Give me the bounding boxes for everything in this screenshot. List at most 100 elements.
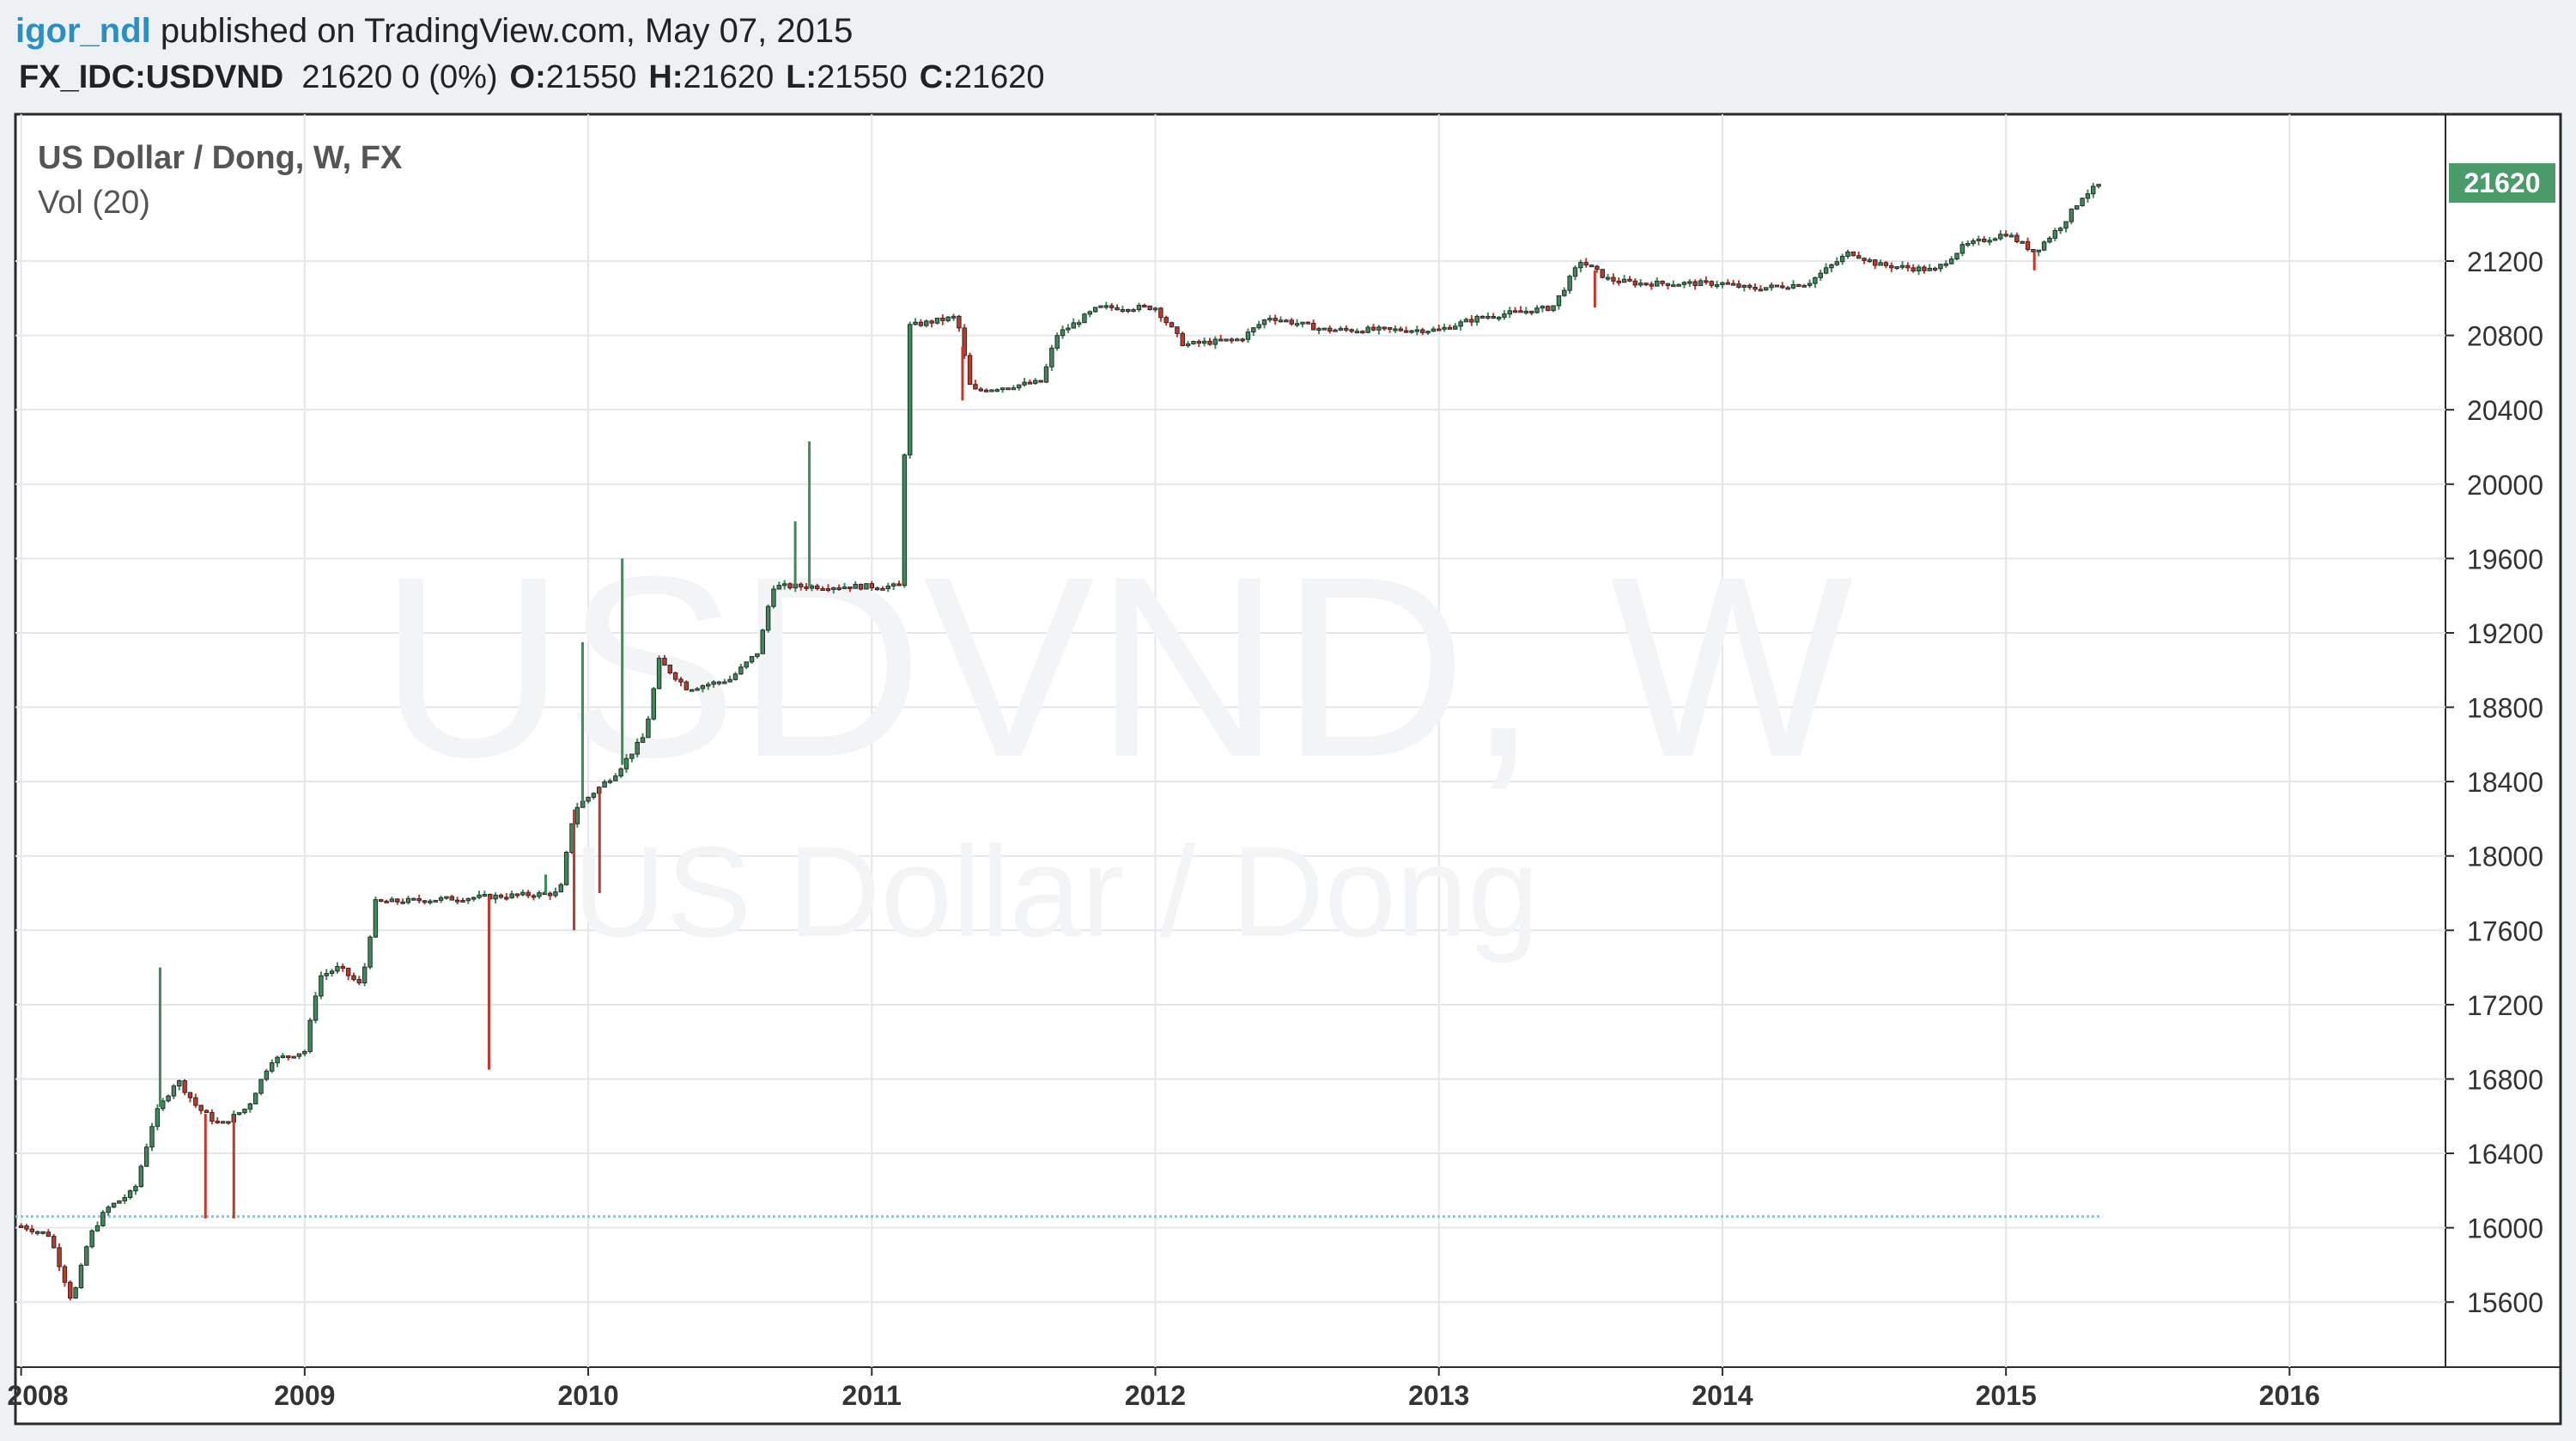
candle-body (547, 892, 553, 897)
candle-body (1632, 280, 1638, 286)
candle-body (1354, 331, 1360, 334)
candle-body (1267, 318, 1273, 321)
candle-body (1491, 315, 1496, 319)
candle-body (957, 315, 962, 329)
candle-body (1948, 258, 1954, 264)
candle-body (1136, 305, 1142, 311)
candle-body (1834, 261, 1840, 265)
candle-body (1938, 264, 1943, 270)
candle-body (2074, 205, 2080, 210)
candle-body (422, 900, 428, 903)
candle-body (1725, 282, 1731, 285)
candle-body (1082, 313, 1087, 324)
candle-body (1982, 238, 1987, 242)
time-axis[interactable]: 2008 2009 2010 2011 2012 2013 2014 2015 2016 (7, 1367, 2320, 1411)
candle-body (716, 681, 722, 684)
candle-body (1567, 276, 1572, 291)
candle-body (384, 900, 389, 903)
candle-body (831, 587, 836, 590)
candle-body (776, 585, 782, 590)
candle-body (2031, 248, 2036, 252)
candle-body (1158, 307, 1163, 319)
candle-body (848, 587, 853, 590)
candle-body (514, 893, 520, 897)
candle-body (1447, 326, 1453, 330)
candle-body (809, 585, 815, 589)
candle-body (815, 585, 820, 589)
candle-body (210, 1112, 215, 1122)
candle-body (1611, 277, 1616, 282)
author-link[interactable]: igor_ndl (15, 12, 151, 50)
candle-body (1115, 307, 1120, 311)
candle-body (1479, 315, 1485, 319)
publish-header: igor_ndl published on TradingView.com, M… (0, 0, 2576, 110)
candle-body (618, 768, 623, 777)
candle-body (1251, 327, 1256, 333)
candle-body (1523, 310, 1529, 313)
candle-body (1839, 255, 1845, 263)
candle-body (1790, 283, 1796, 289)
candle-body (1196, 341, 1202, 344)
candle-body (1278, 319, 1284, 323)
y-tick-label: 20400 (2467, 395, 2543, 426)
candle-body (1987, 240, 1992, 243)
candle-body (1992, 238, 1998, 241)
candle-body (1365, 326, 1370, 333)
candle-body (1692, 281, 1698, 287)
candle-body (689, 689, 695, 692)
candle-body (149, 1126, 155, 1148)
y-tick-label: 19600 (2467, 544, 2543, 575)
candle-body (57, 1247, 62, 1268)
candle-body (1120, 309, 1126, 313)
candle-body (706, 684, 711, 687)
candle-body (24, 1225, 29, 1230)
candle-body (2057, 228, 2063, 232)
candle-body (143, 1146, 149, 1167)
x-tick-label: 2015 (1976, 1380, 2037, 1411)
candle-body (760, 629, 765, 654)
candle-body (732, 673, 738, 680)
candle-body (1310, 322, 1316, 331)
candle-body (1131, 309, 1136, 313)
candle-body (738, 666, 744, 675)
candle-body (1965, 243, 1971, 246)
candle-body (1899, 264, 1905, 268)
candle-body (127, 1190, 133, 1198)
candle-body (1207, 340, 1212, 345)
candle-body (1027, 381, 1033, 385)
y-tick-label: 19200 (2467, 618, 2543, 649)
candle-body (1333, 329, 1338, 332)
candle-body (1998, 234, 2003, 240)
price-axis[interactable]: 15600 16000 16400 16800 17200 17600 18000 18400… (2445, 246, 2543, 1318)
candle-body (1922, 266, 1927, 271)
candle-body (1038, 380, 1043, 383)
candle-body (934, 317, 940, 324)
candle-body (1518, 310, 1523, 313)
volume-label[interactable]: Vol (20) (38, 185, 150, 221)
candle-body (531, 895, 537, 898)
candle-body (368, 936, 373, 968)
price-change: 0 (0%) (401, 59, 498, 95)
candles (18, 182, 2101, 1301)
candle-body (651, 688, 656, 720)
candle-body (727, 678, 732, 683)
candle-body (138, 1165, 144, 1188)
candle-body (722, 681, 727, 684)
candle-body (340, 965, 346, 969)
candle-body (111, 1202, 117, 1208)
candle-body (1616, 280, 1621, 283)
y-tick-label: 18800 (2467, 693, 2543, 724)
x-tick-label: 2016 (2259, 1380, 2320, 1411)
candle-body (2041, 241, 2047, 251)
published-text: published on TradingView.com, May 07, 20… (160, 12, 854, 50)
candle-body (1092, 307, 1098, 313)
candle-body (700, 685, 706, 690)
candle-body (1103, 305, 1109, 308)
candle-body (1240, 338, 1245, 342)
candle-body (678, 678, 683, 683)
candle-body (252, 1092, 258, 1104)
candle-body (1867, 259, 1873, 263)
y-tick-label: 16800 (2467, 1064, 2543, 1095)
candle-body (68, 1281, 73, 1299)
